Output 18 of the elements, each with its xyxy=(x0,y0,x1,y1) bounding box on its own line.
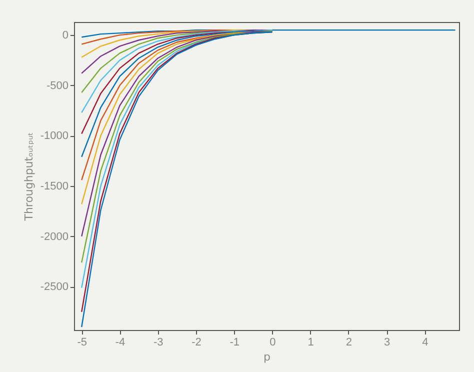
x-tick-label: 2 xyxy=(346,336,352,348)
y-tick-label: -500 xyxy=(46,80,68,92)
y-axis-title: Throughputₒᵤₜₚᵤₜ xyxy=(22,132,36,222)
x-tick-label: -5 xyxy=(77,336,88,348)
x-axis-title: p xyxy=(264,350,271,364)
y-tick-label: -1000 xyxy=(40,130,68,142)
y-tick-label: -2000 xyxy=(40,230,68,243)
x-tick-label: -3 xyxy=(153,336,164,348)
y-tick-label: -1500 xyxy=(40,180,68,193)
x-tick-label: -1 xyxy=(230,336,240,348)
x-tick-label: 4 xyxy=(422,336,428,348)
y-tick-label: -2500 xyxy=(40,281,68,294)
x-tick-label: 0 xyxy=(270,336,276,348)
x-tick-label: 3 xyxy=(384,336,390,348)
x-tick-label: -2 xyxy=(192,336,202,348)
y-tick-label: 0 xyxy=(62,30,68,42)
x-tick-label: 1 xyxy=(308,336,314,348)
x-tick-label: -4 xyxy=(115,336,126,348)
